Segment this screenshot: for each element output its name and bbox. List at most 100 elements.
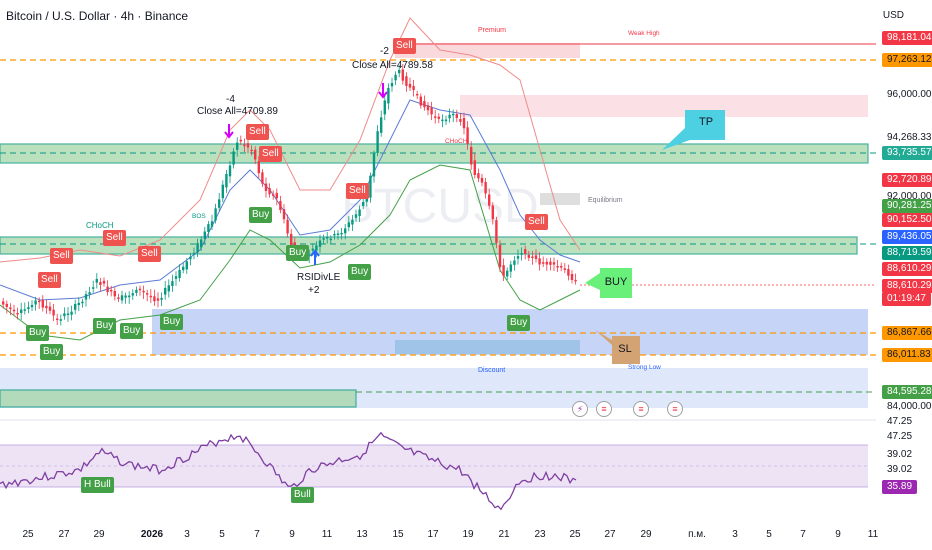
candle-body	[221, 184, 224, 199]
candle-body	[545, 261, 548, 265]
price-scale-label: 88,719.59	[882, 246, 932, 260]
symbol-watermark: BTCUSD	[341, 180, 538, 233]
candle-body	[520, 253, 523, 255]
time-axis-label: 7	[800, 529, 806, 540]
candle-body	[59, 319, 62, 321]
candle-body	[282, 209, 286, 220]
premium-zone	[395, 43, 580, 58]
rsi-divle-count: +2	[308, 285, 320, 296]
sell-signal[interactable]: Sell	[103, 230, 126, 246]
candle-body	[380, 117, 383, 133]
buy-signal[interactable]: Buy	[286, 245, 310, 261]
buy-signal[interactable]: Buy	[120, 323, 144, 339]
candle-body	[124, 295, 127, 298]
candle-body	[408, 84, 412, 88]
candlestick-series	[2, 63, 577, 326]
sell-signal[interactable]: Sell	[393, 38, 416, 54]
candle-body	[516, 256, 520, 259]
sell-signal[interactable]: Sell	[138, 246, 161, 262]
buy-signal[interactable]: Buy	[26, 325, 50, 341]
buy-bubble-label[interactable]: BUY	[604, 276, 628, 288]
candle-body	[322, 238, 325, 240]
candle-body	[48, 306, 52, 311]
candle-body	[290, 233, 293, 247]
time-axis-label: 21	[498, 529, 510, 540]
us-flag-event-icon[interactable]: ≡	[633, 401, 649, 417]
sell-signal[interactable]: Sell	[259, 146, 282, 162]
buy-signal[interactable]: Buy	[40, 344, 64, 360]
close-all-1-count: -4	[226, 94, 235, 105]
us-flag-event-icon[interactable]: ≡	[667, 401, 683, 417]
sell-signal[interactable]: Sell	[246, 124, 269, 140]
close-all-2-count: -2	[380, 46, 389, 57]
buy-signal[interactable]: Buy	[348, 264, 372, 280]
time-axis-label: 17	[427, 529, 439, 540]
price-scale-label: 93,735.57	[882, 146, 932, 160]
candle-body	[200, 239, 203, 248]
candle-body	[376, 131, 379, 153]
bull-signal[interactable]: Bull	[291, 487, 314, 503]
candle-body	[477, 173, 480, 179]
candle-body	[63, 313, 66, 317]
candle-body	[513, 260, 516, 265]
rsi-scale-label: 47.25	[887, 416, 913, 427]
candle-body	[531, 256, 534, 259]
time-axis-label: 29	[640, 529, 652, 540]
us-flag-event-icon[interactable]: ≡	[596, 401, 612, 417]
candle-body	[333, 233, 336, 236]
candle-body	[30, 304, 34, 308]
currency-label[interactable]: USD	[882, 10, 904, 21]
rsi-scale-label: 39.02	[887, 449, 913, 460]
sell-signal[interactable]: Sell	[346, 183, 369, 199]
candle-body	[20, 309, 23, 314]
tp-label[interactable]: TP	[698, 116, 714, 128]
candle-body	[272, 194, 275, 196]
candle-body	[167, 285, 170, 292]
candle-body	[45, 305, 48, 309]
candle-body	[437, 116, 440, 119]
candle-body	[12, 309, 16, 312]
buy-signal[interactable]: Buy	[249, 207, 273, 223]
candle-body	[351, 219, 354, 225]
buy-bubble-shape	[585, 268, 632, 298]
candle-body	[390, 82, 394, 87]
candle-body	[459, 119, 462, 122]
buy-signal[interactable]: Buy	[507, 315, 531, 331]
down-arrow-2	[378, 83, 388, 99]
buy-signal[interactable]: Buy	[160, 314, 184, 330]
up-arrow	[310, 249, 320, 265]
discount-inner-zone	[395, 340, 580, 354]
price-scale-label: 88,610.29	[882, 262, 932, 276]
sell-signal[interactable]: Sell	[50, 248, 73, 264]
candle-body	[394, 74, 397, 81]
candle-body	[419, 96, 422, 106]
h-bull-signal[interactable]: H Bull	[81, 477, 114, 493]
sell-signal[interactable]: Sell	[38, 272, 61, 288]
candle-body	[347, 222, 350, 228]
candle-body	[311, 248, 314, 251]
candle-body	[27, 307, 30, 310]
price-scale-label: 90,281.25	[882, 199, 932, 213]
time-axis-label: 11	[321, 529, 333, 540]
candle-body	[444, 119, 448, 122]
candle-body	[2, 301, 5, 305]
price-scale-label: 88,610.29	[882, 279, 932, 293]
candle-body	[387, 87, 390, 104]
sl-label[interactable]: SL	[618, 343, 632, 355]
candle-body	[250, 149, 253, 152]
premium-zone-lower	[460, 95, 868, 117]
time-axis-label: 2026	[140, 529, 164, 540]
demand-zone-green	[0, 236, 858, 255]
price-scale-label: 92,720.89	[882, 173, 932, 187]
buy-signal[interactable]: Buy	[93, 318, 117, 334]
candle-body	[570, 273, 574, 280]
candle-body	[178, 269, 181, 278]
time-axis-label: 9	[835, 529, 841, 540]
lightning-event-icon[interactable]: ⚡	[572, 401, 588, 417]
candle-body	[308, 254, 311, 257]
candle-body	[452, 113, 455, 116]
sell-signal[interactable]: Sell	[525, 214, 548, 230]
premium-label: Premium	[478, 27, 507, 34]
candle-body	[210, 221, 214, 227]
